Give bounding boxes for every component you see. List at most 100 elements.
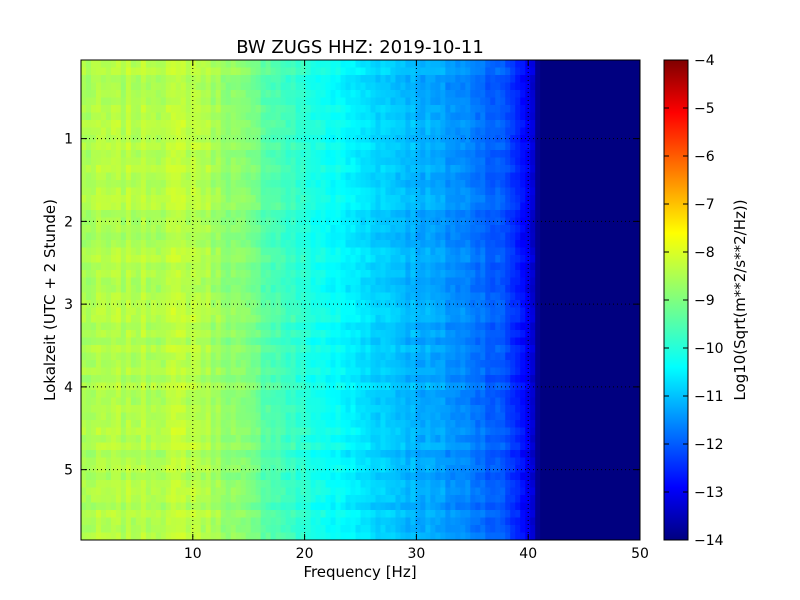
heatmap-cell bbox=[540, 210, 546, 219]
heatmap-cell bbox=[520, 210, 526, 219]
heatmap-cell bbox=[545, 75, 551, 84]
heatmap-cell bbox=[285, 187, 292, 196]
heatmap-cell bbox=[535, 330, 541, 339]
heatmap-cell bbox=[595, 240, 601, 249]
heatmap-cell bbox=[180, 352, 187, 361]
heatmap-cell bbox=[90, 150, 97, 159]
heatmap-cell bbox=[630, 157, 636, 166]
heatmap-cell bbox=[540, 225, 546, 234]
heatmap-cell bbox=[225, 210, 232, 219]
heatmap-cell bbox=[390, 270, 397, 279]
heatmap-cell bbox=[225, 82, 232, 91]
heatmap-cell bbox=[345, 217, 352, 226]
heatmap-cell bbox=[245, 120, 252, 129]
heatmap-cell bbox=[495, 75, 501, 84]
heatmap-cell bbox=[135, 112, 142, 121]
heatmap-cell bbox=[190, 172, 197, 181]
heatmap-cell bbox=[550, 105, 556, 114]
heatmap-cell bbox=[390, 225, 397, 234]
heatmap-cell bbox=[160, 90, 167, 99]
heatmap-cell bbox=[200, 292, 207, 301]
heatmap-cell bbox=[120, 165, 127, 174]
heatmap-cell bbox=[300, 82, 307, 91]
heatmap-cell bbox=[375, 157, 382, 166]
heatmap-cell bbox=[630, 337, 636, 346]
heatmap-cell bbox=[525, 247, 531, 256]
heatmap-cell bbox=[385, 345, 392, 354]
heatmap-cell bbox=[260, 375, 267, 384]
heatmap-cell bbox=[525, 187, 531, 196]
heatmap-cell bbox=[270, 120, 277, 129]
heatmap-cell bbox=[180, 210, 187, 219]
heatmap-cell bbox=[255, 172, 262, 181]
heatmap-cell bbox=[130, 210, 137, 219]
heatmap-cell bbox=[110, 82, 117, 91]
heatmap-cell bbox=[225, 67, 232, 76]
heatmap-cell bbox=[120, 142, 127, 151]
heatmap-cell bbox=[260, 277, 267, 286]
heatmap-cell bbox=[560, 97, 566, 106]
heatmap-cell bbox=[295, 142, 302, 151]
heatmap-cell bbox=[360, 180, 367, 189]
heatmap-cell bbox=[350, 240, 357, 249]
heatmap-cell bbox=[395, 315, 402, 324]
heatmap-cell bbox=[410, 247, 416, 256]
heatmap-cell bbox=[300, 300, 307, 309]
heatmap-cell bbox=[585, 105, 591, 114]
heatmap-cell bbox=[410, 322, 416, 331]
heatmap-cell bbox=[595, 270, 601, 279]
heatmap-cell bbox=[230, 315, 237, 324]
heatmap-cell bbox=[590, 300, 596, 309]
heatmap-cell bbox=[195, 210, 202, 219]
heatmap-cell bbox=[185, 195, 192, 204]
heatmap-cell bbox=[500, 105, 506, 114]
heatmap-cell bbox=[375, 120, 382, 129]
heatmap-cell bbox=[170, 322, 177, 331]
heatmap-cell bbox=[255, 240, 262, 249]
heatmap-cell bbox=[390, 60, 397, 69]
heatmap-cell bbox=[515, 262, 521, 271]
heatmap-cell bbox=[310, 390, 317, 399]
heatmap-cell bbox=[610, 157, 616, 166]
heatmap-cell bbox=[510, 120, 516, 129]
heatmap-cell bbox=[465, 285, 471, 294]
heatmap-cell bbox=[190, 82, 197, 91]
heatmap-cell bbox=[215, 82, 222, 91]
heatmap-cell bbox=[265, 75, 272, 84]
heatmap-cell bbox=[330, 97, 337, 106]
heatmap-cell bbox=[465, 67, 471, 76]
heatmap-cell bbox=[575, 285, 581, 294]
heatmap-cell bbox=[370, 210, 377, 219]
heatmap-cell bbox=[170, 247, 177, 256]
heatmap-cell bbox=[515, 157, 521, 166]
heatmap-cell bbox=[455, 187, 461, 196]
heatmap-cell bbox=[295, 120, 302, 129]
heatmap-cell bbox=[445, 345, 451, 354]
heatmap-cell bbox=[595, 82, 601, 91]
heatmap-cell bbox=[340, 337, 347, 346]
heatmap-cell bbox=[580, 277, 586, 286]
heatmap-cell bbox=[380, 187, 387, 196]
heatmap-cell bbox=[485, 180, 491, 189]
heatmap-cell bbox=[380, 315, 387, 324]
heatmap-cell bbox=[585, 67, 591, 76]
heatmap-cell bbox=[565, 75, 571, 84]
heatmap-cell bbox=[530, 187, 536, 196]
heatmap-cell bbox=[505, 375, 511, 384]
heatmap-cell bbox=[615, 187, 621, 196]
heatmap-cell bbox=[600, 142, 606, 151]
heatmap-cell bbox=[250, 60, 257, 69]
heatmap-cell bbox=[380, 105, 387, 114]
heatmap-cell bbox=[280, 262, 287, 271]
heatmap-cell bbox=[530, 375, 536, 384]
heatmap-cell bbox=[81, 315, 87, 324]
heatmap-cell bbox=[430, 210, 436, 219]
heatmap-cell bbox=[210, 360, 217, 369]
heatmap-cell bbox=[550, 127, 556, 136]
heatmap-cell bbox=[155, 270, 162, 279]
heatmap-cell bbox=[495, 157, 501, 166]
heatmap-cell bbox=[490, 165, 496, 174]
heatmap-cell bbox=[120, 180, 127, 189]
heatmap-cell bbox=[250, 112, 257, 121]
